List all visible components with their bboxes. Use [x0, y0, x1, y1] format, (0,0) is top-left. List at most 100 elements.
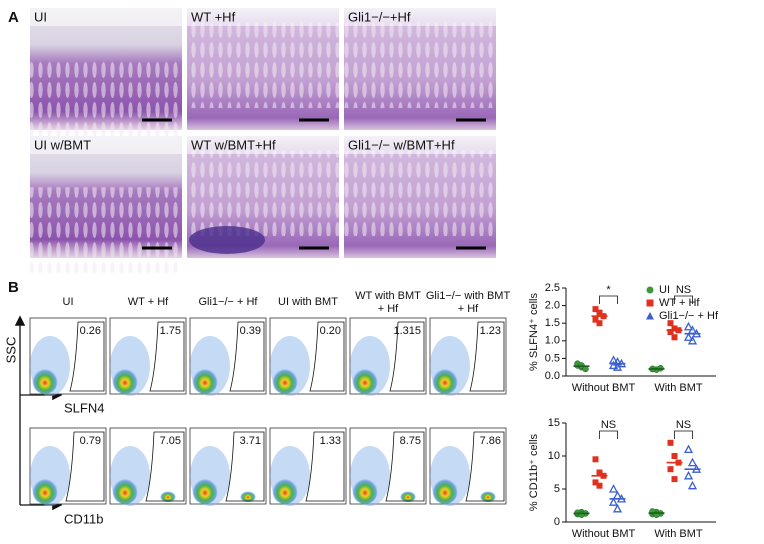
data-point	[592, 456, 599, 463]
density-core	[240, 490, 256, 502]
gate	[385, 431, 425, 502]
image-label: Gli1−/− w/BMT+Hf	[348, 137, 455, 152]
column-header: + Hf	[458, 303, 479, 315]
column-header: Gli1−/− with BMT	[426, 290, 511, 302]
image-label: WT +Hf	[191, 9, 236, 24]
data-point	[596, 309, 603, 316]
data-point	[608, 497, 619, 506]
data-point	[612, 503, 623, 513]
label-bg	[30, 136, 182, 154]
data-point	[608, 360, 619, 370]
gate-value: 0.39	[240, 325, 261, 337]
density-core	[272, 476, 298, 504]
density-core	[112, 366, 138, 394]
column-header: WT with BMT	[355, 290, 421, 302]
column-header: UI with BMT	[278, 296, 338, 308]
annotation: NS	[601, 419, 616, 431]
annotation: *	[606, 284, 611, 296]
image-label: Gli1−/−+Hf	[348, 9, 411, 24]
density-core	[112, 476, 138, 504]
y-tick-label: 10	[548, 450, 560, 462]
density-core	[160, 490, 176, 502]
image-texture	[30, 59, 182, 145]
legend-marker	[646, 312, 654, 320]
label-bg	[344, 136, 496, 154]
x-axis-label: SLFN4	[64, 400, 104, 415]
x-tick-label: Without BMT	[572, 382, 636, 394]
data-point	[608, 484, 619, 493]
bracket	[599, 430, 618, 439]
panel-letter: A	[8, 9, 19, 26]
histology-image: Gli1−/− w/BMT+Hf	[344, 136, 496, 258]
x-tick-label: With BMT	[654, 528, 703, 539]
gate-value: 7.86	[480, 435, 501, 447]
legend-marker	[646, 286, 654, 294]
gate-value: 7.05	[160, 435, 181, 447]
gate	[65, 431, 105, 502]
data-point	[671, 476, 678, 483]
annotation: NS	[676, 419, 691, 431]
density-core	[192, 366, 218, 394]
density-core	[352, 366, 378, 394]
x-tick-label: Without BMT	[572, 528, 636, 539]
legend-label: UI	[659, 284, 670, 296]
gate	[309, 321, 345, 392]
column-header: + Hf	[378, 303, 399, 315]
column-header: WT + Hf	[128, 296, 169, 308]
legend-label: Gli1−/− + Hf	[659, 310, 719, 322]
density-core	[432, 476, 458, 504]
data-point	[667, 466, 674, 473]
y-axis-label: SSC	[3, 337, 18, 364]
gate-value: 0.79	[80, 435, 101, 447]
gate-value: 1.75	[160, 325, 181, 337]
legend-label: WT + Hf	[659, 297, 700, 309]
data-point	[667, 329, 674, 335]
histology-image: WT +Hf	[187, 8, 339, 130]
column-header: Gli1−/− + Hf	[198, 296, 258, 308]
x-axis-label: CD11b	[64, 511, 104, 526]
data-point	[687, 457, 698, 467]
image-texture	[187, 150, 339, 237]
data-point	[592, 479, 599, 486]
data-point	[667, 320, 674, 327]
data-point	[612, 362, 623, 371]
x-tick-label: With BMT	[654, 382, 703, 394]
lymphoid	[189, 226, 265, 254]
legend-marker	[646, 299, 654, 307]
histology-image: UI	[30, 8, 182, 145]
gate-value: 8.75	[400, 435, 421, 447]
data-point	[683, 444, 694, 454]
data-point	[592, 316, 599, 323]
gate-value: 0.20	[320, 325, 341, 337]
density-core	[432, 366, 458, 394]
annotation: NS	[676, 284, 691, 296]
label-bg	[30, 8, 182, 26]
column-header: UI	[63, 296, 74, 308]
bracket	[674, 430, 693, 439]
image-texture	[344, 22, 496, 109]
data-point	[683, 332, 694, 341]
density-core	[400, 490, 416, 502]
gate	[305, 431, 345, 502]
gate	[145, 431, 185, 502]
y-tick-label: 15	[548, 417, 560, 429]
y-tick-label: 0	[554, 516, 560, 528]
data-point	[667, 439, 674, 446]
y-tick-label: 5	[554, 483, 560, 495]
data-point	[687, 480, 698, 490]
gate	[225, 431, 265, 502]
y-tick-label: 1.0	[545, 335, 560, 347]
panel-letter: B	[8, 279, 19, 296]
data-point	[671, 325, 678, 332]
y-tick-label: 2.5	[545, 282, 560, 294]
data-point	[596, 482, 603, 489]
image-texture	[30, 187, 182, 273]
y-tick-label: 0.0	[545, 370, 560, 382]
image-texture	[187, 22, 339, 109]
label-bg	[187, 136, 339, 154]
histology-image: Gli1−/−+Hf	[344, 8, 496, 130]
gate-value: 1.33	[320, 435, 341, 447]
histology-image: UI w/BMT	[30, 136, 182, 273]
bracket	[599, 295, 618, 304]
